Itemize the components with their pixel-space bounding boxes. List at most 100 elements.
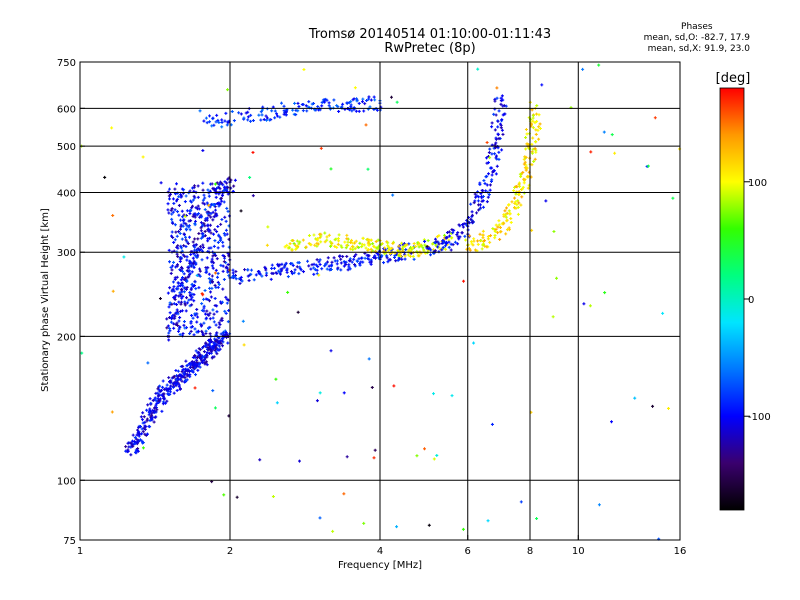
noise-point: [213, 182, 217, 186]
scatter-point: [514, 192, 518, 196]
scatter-point: [534, 132, 538, 136]
scatter-point: [200, 361, 204, 365]
scatter-point: [225, 181, 229, 185]
scatter-point: [226, 270, 230, 274]
scatter-point: [170, 268, 174, 272]
scatter-point: [499, 230, 503, 234]
scatter-point: [231, 268, 235, 272]
scatter-point: [521, 185, 525, 189]
scatter-point: [265, 118, 269, 122]
scatter-point: [176, 312, 180, 316]
scatter-point: [307, 100, 311, 104]
scatter-point: [177, 327, 181, 331]
scatter-point: [346, 268, 350, 272]
scatter-point: [386, 244, 390, 248]
scatter-point: [500, 148, 504, 152]
scatter-point: [299, 268, 303, 272]
scatter-point: [373, 98, 377, 102]
scatter-point: [209, 203, 213, 207]
scatter-point: [339, 257, 343, 261]
scatter-point: [421, 246, 425, 250]
scatter-point: [181, 276, 185, 280]
scatter-point: [198, 362, 202, 366]
scatter-point: [412, 242, 416, 246]
scatter-point: [188, 212, 192, 216]
scatter-point: [505, 228, 509, 232]
scatter-point: [182, 320, 186, 324]
scatter-point: [215, 181, 219, 185]
scatter-point: [166, 202, 170, 206]
scatter-point: [292, 271, 296, 275]
scatter-point: [220, 318, 224, 322]
scatter-point: [230, 275, 234, 279]
scatter-point: [206, 212, 210, 216]
scatter-point: [179, 300, 183, 304]
scatter-point: [206, 188, 210, 192]
scatter-point: [192, 194, 196, 198]
scatter-point: [435, 240, 439, 244]
scatter-point: [487, 193, 491, 197]
scatter-point: [148, 407, 152, 411]
scatter-point: [411, 254, 415, 258]
scatter-point: [394, 259, 398, 263]
noise-point: [389, 95, 393, 99]
scatter-point: [129, 453, 133, 457]
noise-point: [653, 116, 657, 120]
scatter-point: [189, 329, 193, 333]
scatter-point: [524, 128, 528, 132]
scatter-point: [133, 436, 137, 439]
scatter-point: [207, 348, 211, 352]
scatter-point: [190, 206, 194, 210]
scatter-point: [503, 209, 507, 213]
scatter-point: [470, 210, 474, 214]
scatter-point: [205, 353, 209, 357]
scatter-point: [192, 261, 196, 265]
scatter-point: [145, 419, 149, 423]
scatter-point: [473, 248, 477, 252]
scatter-point: [531, 147, 535, 151]
scatter-point: [212, 261, 216, 265]
scatter-point: [180, 187, 184, 191]
scatter-point: [203, 224, 207, 228]
scatter-point: [196, 247, 200, 251]
scatter-point: [172, 285, 176, 289]
scatter-point: [495, 164, 499, 168]
scatter-point: [447, 245, 451, 249]
scatter-point: [198, 348, 202, 352]
scatter-point: [193, 280, 197, 284]
scatter-point: [168, 327, 172, 331]
scatter-point: [352, 257, 356, 261]
noise-point: [661, 311, 665, 315]
scatter-point: [171, 280, 175, 284]
scatter-point: [350, 109, 354, 113]
scatter-point: [190, 282, 194, 286]
x-tick-label: 2: [227, 546, 233, 557]
noise-point: [242, 343, 246, 347]
scatter-point: [208, 337, 212, 341]
scatter-point: [172, 260, 176, 264]
scatter-point: [213, 239, 217, 243]
noise-point: [425, 245, 429, 249]
scatter-point: [198, 215, 202, 219]
scatter-point: [166, 291, 170, 295]
scatter-point: [503, 112, 507, 116]
scatter-point: [213, 187, 217, 191]
scatter-point: [197, 286, 201, 290]
scatter-point: [496, 231, 500, 235]
scatter-point: [309, 267, 313, 271]
data-point: [173, 381, 177, 385]
scatter-point: [192, 264, 196, 268]
scatter-point: [193, 212, 197, 216]
scatter-point: [264, 114, 268, 118]
scatter-point: [373, 254, 377, 258]
scatter-point: [371, 242, 375, 246]
noise-point: [239, 209, 243, 213]
scatter-point: [444, 242, 448, 246]
scatter-point: [496, 146, 500, 150]
scatter-point: [196, 329, 200, 333]
noise-point: [111, 213, 115, 217]
scatter-point: [215, 257, 219, 261]
scatter-point: [177, 203, 181, 207]
scatter-point: [211, 116, 215, 120]
scatter-point: [168, 380, 172, 384]
